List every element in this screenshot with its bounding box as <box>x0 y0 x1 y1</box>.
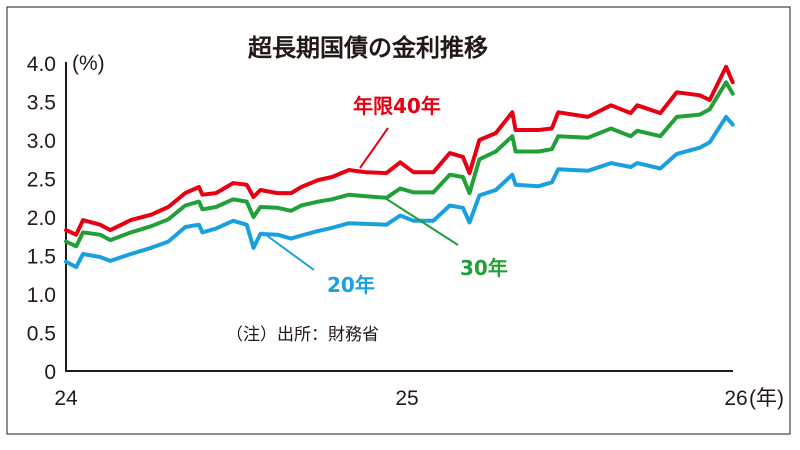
x-ticks: 24 25 26 (年) <box>54 387 784 410</box>
y-tick-label: 0.5 <box>27 323 56 346</box>
leader-line-20y <box>261 231 315 271</box>
x-tick-label: 26 <box>724 387 747 410</box>
y-tick-label: 1.5 <box>27 246 56 269</box>
series-label-30y: 30年 <box>460 256 508 280</box>
y-ticks: 0 0.5 1.0 1.5 2.0 2.5 3.0 3.5 4.0 <box>27 53 56 384</box>
y-tick-label: 0 <box>44 361 56 384</box>
y-axis-unit: (%) <box>72 52 105 75</box>
y-tick-label: 2.0 <box>27 207 56 230</box>
x-tick-label: 25 <box>395 387 418 410</box>
y-tick-label: 2.5 <box>27 169 56 192</box>
x-axis-unit: (年) <box>749 387 784 410</box>
series-line-20y <box>64 114 735 270</box>
y-tick-label: 3.5 <box>27 92 56 115</box>
y-tick-label: 1.0 <box>27 284 56 307</box>
chart-title: 超長期国債の金利推移 <box>248 34 488 62</box>
x-tick-label: 24 <box>54 387 78 410</box>
y-tick-label: 3.0 <box>27 130 56 153</box>
leader-line-40y <box>359 127 389 169</box>
series-label-20y: 20年 <box>327 273 375 297</box>
series-line-40y <box>64 64 735 237</box>
source-note: （注）出所：財務省 <box>226 325 379 345</box>
leader-line-30y <box>384 197 459 246</box>
series-label-40y: 年限40年 <box>353 94 441 118</box>
chart-frame <box>6 6 791 435</box>
y-tick-label: 4.0 <box>27 53 56 76</box>
